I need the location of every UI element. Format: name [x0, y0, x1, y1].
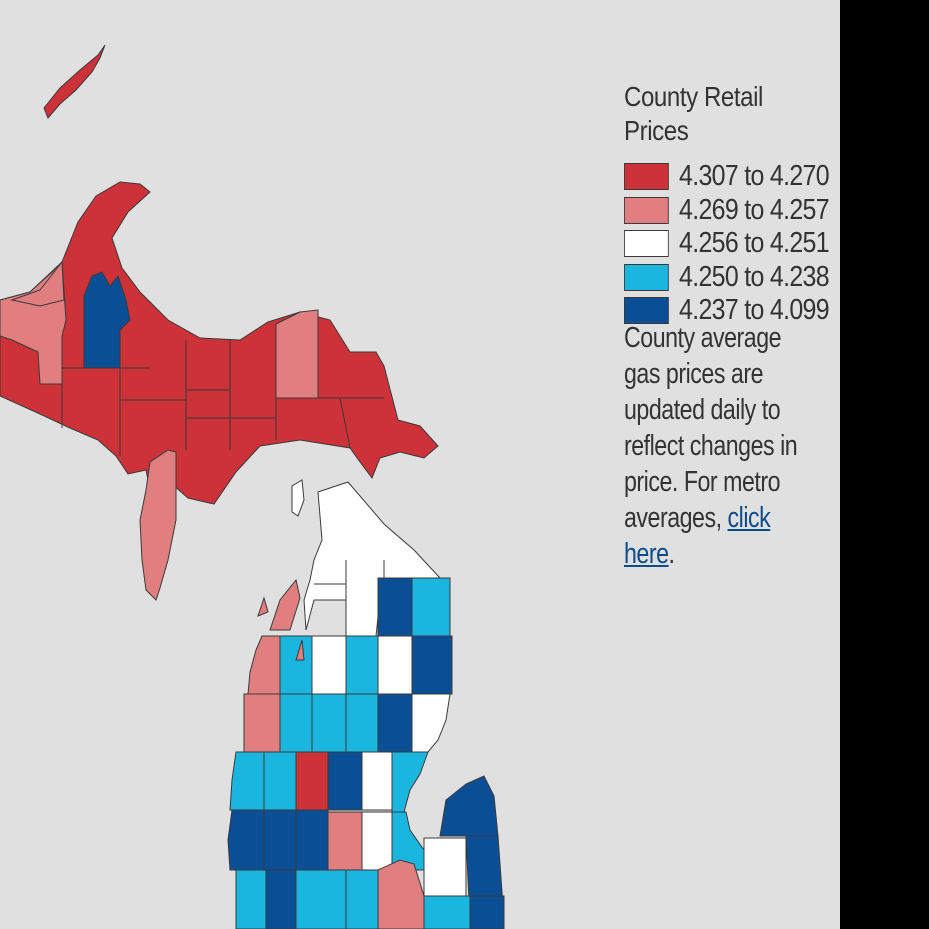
legend-item-label: 4.307 to 4.270	[679, 160, 830, 193]
county-thumb-huron	[439, 775, 499, 837]
county-lp-r5c1	[263, 809, 297, 871]
county-lp-r6c2	[295, 869, 347, 929]
map-panel: County Retail Prices 4.307 to 4.270 4.26…	[0, 0, 840, 929]
legend-item: 4.237 to 4.099	[624, 294, 830, 328]
metro-averages-link[interactable]: click here	[624, 502, 771, 570]
legend-item-label: 4.256 to 4.251	[679, 227, 830, 260]
county-lp-r6c6	[469, 895, 505, 929]
county-lp-r4c2	[295, 751, 329, 811]
legend-item-label: 4.237 to 4.099	[679, 294, 830, 327]
county-lp-r5c4	[361, 811, 393, 871]
county-upper-peninsula-base	[0, 181, 439, 505]
county-leelanau	[247, 635, 281, 695]
county-lp-west-strip	[279, 635, 313, 695]
county-lp-r1c2	[411, 577, 451, 637]
note-suffix: .	[668, 538, 675, 570]
map-note: County average gas prices are updated da…	[624, 320, 800, 572]
note-text: County average gas prices are updated da…	[624, 322, 798, 534]
county-lp-r3c4	[377, 693, 413, 753]
county-lp-r2c2	[345, 635, 379, 695]
michigan-county-map[interactable]	[0, 0, 840, 929]
county-tuscola	[423, 837, 467, 897]
county-lp-r2c1	[311, 635, 347, 695]
county-lp-r3c1	[279, 693, 313, 753]
legend-item-label: 4.269 to 4.257	[679, 193, 830, 226]
county-lp-r5c0	[227, 809, 265, 871]
island-north	[291, 479, 305, 517]
county-isle-royale	[43, 44, 106, 119]
legend-item: 4.269 to 4.257	[624, 194, 830, 228]
swatch-light-blue-icon	[624, 263, 669, 291]
county-lp-r4c1	[263, 751, 297, 811]
county-lp-r6c0	[235, 869, 267, 929]
county-lp-r5c2	[295, 809, 329, 871]
county-lp-r3c2	[311, 693, 347, 753]
county-benzie-strip	[269, 578, 301, 631]
county-lp-r4c0	[229, 751, 265, 811]
county-lp-r4c5	[391, 751, 429, 813]
county-lp-r6c1	[265, 869, 297, 929]
county-chippewa-west	[275, 309, 319, 399]
county-lp-r2c4	[411, 635, 453, 695]
legend-item: 4.256 to 4.251	[624, 227, 830, 261]
county-lp-r2c3	[377, 635, 413, 695]
county-lp-r6c3	[345, 869, 379, 929]
swatch-white-icon	[624, 230, 669, 258]
county-lp-r3c0	[243, 693, 281, 753]
county-lp-r4c3	[327, 751, 363, 811]
county-lp-r5c3	[327, 811, 363, 871]
swatch-dark-blue-icon	[624, 297, 669, 325]
county-lp-r3c3	[345, 693, 379, 753]
legend: County Retail Prices 4.307 to 4.270 4.26…	[624, 80, 830, 328]
county-lp-r6c5	[423, 895, 471, 929]
county-menominee	[139, 449, 177, 601]
swatch-red-icon	[624, 163, 669, 191]
legend-title: County Retail Prices	[624, 81, 763, 146]
legend-item: 4.307 to 4.270	[624, 160, 830, 194]
county-ontonagon-strip	[10, 260, 65, 307]
county-lp-r1c1	[377, 577, 413, 637]
legend-item-label: 4.250 to 4.238	[679, 260, 830, 293]
county-lp-r4c4	[361, 751, 393, 811]
legend-item: 4.250 to 4.238	[624, 261, 830, 295]
swatch-pink-icon	[624, 196, 669, 224]
county-lp-r3c5	[411, 693, 451, 753]
